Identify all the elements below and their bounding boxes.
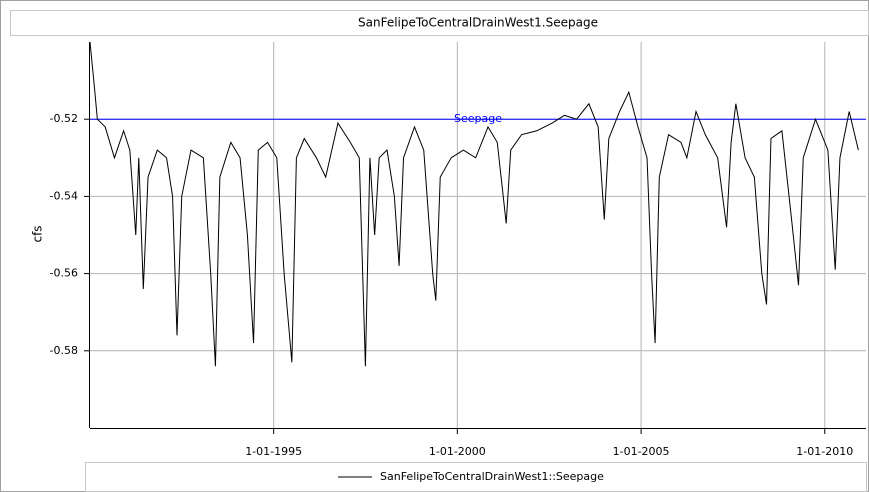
y-tick-label: -0.52	[50, 112, 78, 125]
chart-title: SanFelipeToCentralDrainWest1.Seepage	[358, 16, 598, 30]
reference-label: Seepage	[454, 112, 502, 125]
x-tick-label: 1-01-2010	[796, 445, 853, 458]
plot-area	[90, 42, 866, 428]
y-axis-label: cfs	[31, 225, 45, 242]
y-tick-label: -0.54	[50, 189, 78, 202]
y-tick-label: -0.58	[50, 344, 78, 357]
x-tick-label: 1-01-2005	[613, 445, 670, 458]
data-line	[90, 42, 859, 367]
legend-label: SanFelipeToCentralDrainWest1::Seepage	[380, 470, 604, 483]
x-tick-label: 1-01-2000	[429, 445, 486, 458]
x-tick-label: 1-01-1995	[245, 445, 302, 458]
title-box	[10, 10, 869, 36]
y-tick-label: -0.56	[50, 267, 78, 280]
legend-box	[85, 462, 867, 492]
